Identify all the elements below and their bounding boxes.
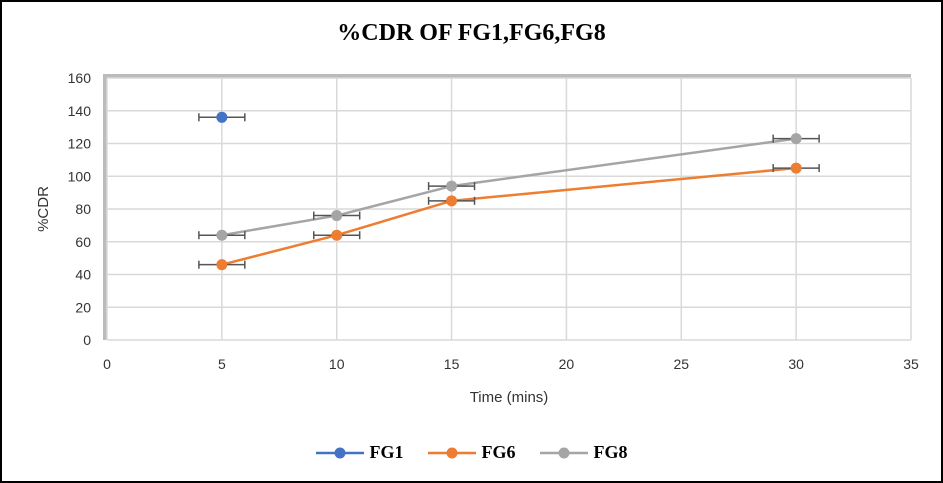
data-point-fg8 bbox=[790, 133, 802, 145]
data-point-fg8 bbox=[331, 210, 343, 222]
legend-item-fg8: FG8 bbox=[539, 442, 628, 463]
legend-marker bbox=[539, 447, 588, 458]
y-tick-label: 140 bbox=[68, 103, 92, 119]
y-tick-label: 0 bbox=[83, 332, 91, 348]
legend-dot bbox=[446, 447, 457, 458]
x-tick-label: 25 bbox=[673, 356, 689, 372]
legend-label: FG6 bbox=[481, 442, 516, 462]
legend-dot bbox=[558, 447, 569, 458]
legend-label: FG1 bbox=[369, 442, 404, 462]
y-tick-label: 40 bbox=[75, 267, 91, 283]
legend-marker bbox=[427, 447, 476, 458]
x-tick-label: 15 bbox=[444, 356, 460, 372]
y-tick-label: 20 bbox=[75, 299, 91, 315]
x-tick-label: 5 bbox=[218, 356, 226, 372]
x-tick-label: 20 bbox=[559, 356, 575, 372]
x-tick-label: 30 bbox=[788, 356, 804, 372]
y-tick-label: 120 bbox=[68, 136, 92, 152]
x-tick-label: 10 bbox=[329, 356, 345, 372]
series-line-fg6 bbox=[221, 166, 797, 266]
chart-title: %CDR OF FG1,FG6,FG8 bbox=[337, 20, 606, 46]
data-point-fg6 bbox=[446, 195, 458, 207]
x-tick-label: 0 bbox=[103, 356, 111, 372]
x-axis-label: Time (mins) bbox=[470, 389, 549, 406]
legend-dot bbox=[334, 447, 345, 458]
data-point-fg6 bbox=[790, 162, 802, 174]
y-tick-label: 60 bbox=[75, 234, 91, 250]
data-point-fg6 bbox=[216, 259, 228, 271]
y-axis-label: %CDR bbox=[35, 186, 52, 232]
data-point-fg6 bbox=[331, 229, 343, 241]
data-point-fg8 bbox=[446, 180, 458, 192]
data-point-fg8 bbox=[216, 229, 228, 241]
series-line-fg8 bbox=[221, 137, 797, 237]
x-tick-label: 35 bbox=[903, 356, 919, 372]
legend-marker bbox=[315, 447, 364, 458]
legend-item-fg1: FG1 bbox=[315, 442, 404, 463]
data-point-fg1 bbox=[216, 111, 228, 123]
legend-label: FG8 bbox=[593, 442, 628, 462]
y-tick-label: 80 bbox=[75, 201, 91, 217]
y-tick-label: 100 bbox=[68, 168, 92, 184]
legend-item-fg6: FG6 bbox=[427, 442, 516, 463]
y-tick-label: 160 bbox=[68, 70, 92, 86]
legend: FG1 FG6 FG8 bbox=[2, 442, 941, 463]
